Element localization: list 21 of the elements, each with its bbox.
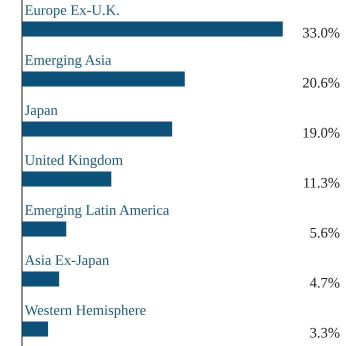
y-tick-label: Europe Ex-U.K. [25, 5, 119, 18]
y-tick-label: Japan [24, 105, 58, 118]
bar [22, 72, 185, 86]
y-tick-label: Western Hemisphere [24, 304, 146, 318]
bar [22, 272, 60, 286]
data-label: 19.0% [304, 128, 340, 138]
data-label: 4.7% [310, 278, 340, 288]
y-tick-label: United Kingdom [24, 154, 123, 168]
data-label: 3.3% [310, 328, 340, 338]
bar [22, 222, 66, 236]
y-tick-label: Emerging Latin America [25, 205, 170, 218]
bar [22, 22, 283, 36]
data-label: 11.3% [304, 178, 340, 188]
y-tick-label: Emerging Asia [25, 55, 112, 68]
bar [22, 122, 172, 136]
bar [22, 172, 112, 186]
data-label: 33.0% [303, 28, 340, 38]
data-label: 5.6% [310, 228, 340, 238]
y-tick-label: Asia Ex-Japan [24, 255, 110, 268]
data-label: 20.6% [302, 78, 340, 88]
bar [22, 322, 48, 336]
